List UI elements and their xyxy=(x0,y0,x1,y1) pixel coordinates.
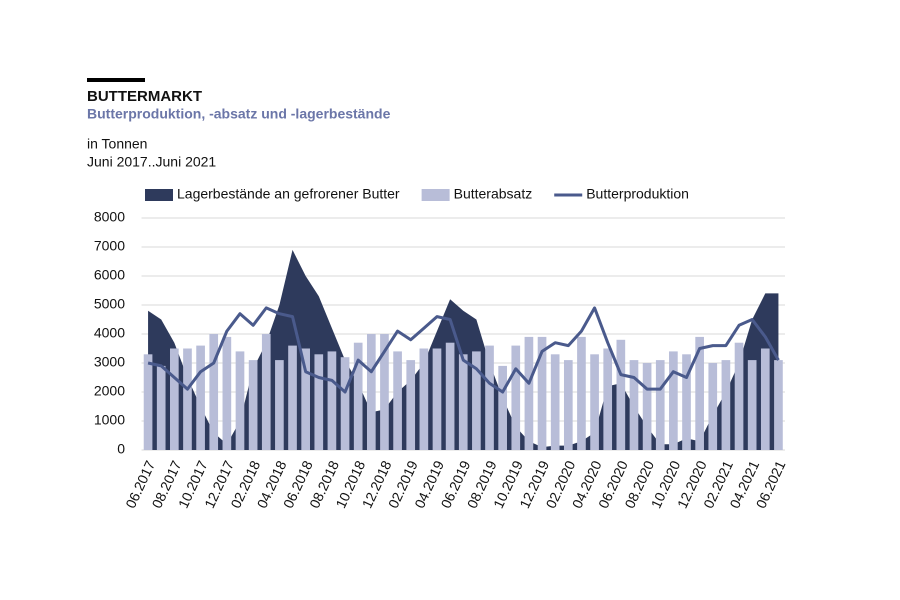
bar xyxy=(616,339,626,450)
bar xyxy=(629,360,639,450)
bar xyxy=(169,348,179,450)
bar xyxy=(419,348,429,450)
y-tick-label: 5000 xyxy=(94,296,125,312)
bar xyxy=(603,348,613,450)
bar xyxy=(708,363,718,450)
bar xyxy=(590,354,599,450)
legend-label: Butterabsatz xyxy=(454,186,533,202)
bar xyxy=(366,334,376,450)
y-tick-label: 8000 xyxy=(94,209,125,225)
bar xyxy=(695,336,704,450)
y-tick-label: 7000 xyxy=(94,238,125,254)
bar xyxy=(314,354,324,450)
bar xyxy=(563,360,573,450)
y-tick-label: 1000 xyxy=(94,412,125,428)
y-tick-label: 4000 xyxy=(94,325,125,341)
y-tick-label: 6000 xyxy=(94,267,125,283)
bar xyxy=(774,360,783,450)
chart-subtitle: Butterproduktion, -absatz und -lagerbest… xyxy=(87,106,391,122)
legend-swatch xyxy=(145,189,173,201)
bar xyxy=(760,348,770,450)
legend-swatch xyxy=(421,189,450,201)
bar xyxy=(393,351,402,450)
bar xyxy=(222,336,232,450)
bar xyxy=(498,365,507,450)
bar xyxy=(511,345,521,450)
bar xyxy=(524,336,534,450)
bar xyxy=(747,360,757,450)
period-label: Juni 2017..Juni 2021 xyxy=(87,154,216,170)
y-tick-label: 3000 xyxy=(94,354,125,370)
bar xyxy=(537,336,547,450)
y-tick-label: 2000 xyxy=(94,383,125,399)
bar xyxy=(458,354,468,450)
bar xyxy=(734,342,744,450)
bar xyxy=(642,363,652,450)
bar xyxy=(183,348,192,450)
bar xyxy=(485,345,494,450)
bar xyxy=(196,345,205,450)
title-bar xyxy=(87,78,145,82)
bar xyxy=(655,360,665,450)
legend-label: Lagerbestände an gefrorener Butter xyxy=(177,186,400,202)
bar xyxy=(577,336,586,450)
legend-label: Butterproduktion xyxy=(586,186,689,202)
bar xyxy=(261,334,271,450)
bar xyxy=(682,354,691,450)
bar xyxy=(235,351,245,450)
bar xyxy=(248,360,258,450)
line xyxy=(147,306,780,394)
bar xyxy=(340,357,350,450)
bar xyxy=(445,342,455,450)
bar xyxy=(301,348,310,450)
bar xyxy=(275,360,284,450)
chart-title: BUTTERMARKT xyxy=(87,88,202,105)
unit-label: in Tonnen xyxy=(87,136,147,152)
bar xyxy=(669,351,678,450)
bar xyxy=(156,365,166,450)
bar xyxy=(143,354,153,450)
y-tick-label: 0 xyxy=(117,441,125,457)
bar xyxy=(353,342,363,450)
bar xyxy=(406,360,416,450)
bar xyxy=(550,354,560,450)
bar xyxy=(380,334,389,450)
bar xyxy=(472,351,481,450)
bar xyxy=(721,360,731,450)
bar xyxy=(432,348,442,450)
bar xyxy=(288,345,297,450)
bar xyxy=(209,334,219,450)
bar xyxy=(327,351,337,450)
